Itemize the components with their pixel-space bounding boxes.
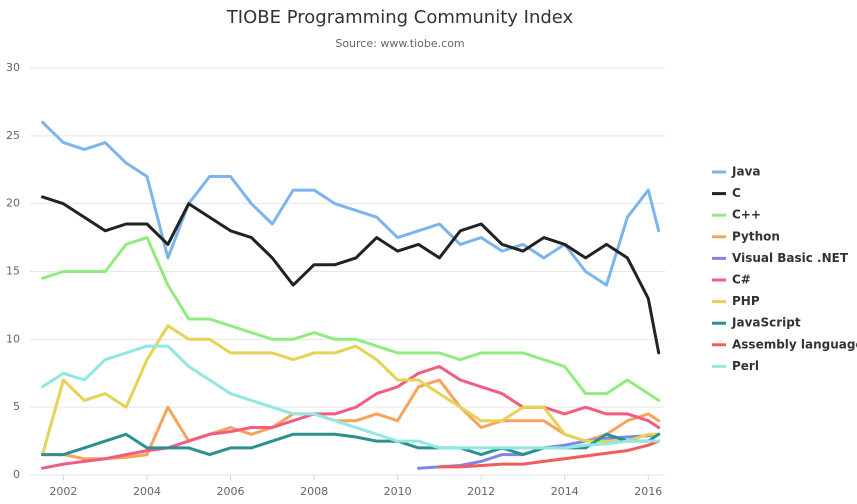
x-tick-label: 2016 (634, 485, 662, 498)
series-line (41, 324, 661, 457)
legend-label: Java (731, 165, 760, 179)
series-line (41, 365, 661, 470)
y-tick-label: 30 (6, 61, 20, 74)
y-tick-label: 20 (6, 197, 20, 210)
x-tick-label: 2012 (467, 485, 495, 498)
y-tick-label: 0 (13, 468, 20, 481)
chart-subtitle: Source: www.tiobe.com (335, 37, 464, 50)
legend-label: JavaScript (731, 316, 801, 330)
legend-label: C++ (732, 208, 761, 222)
legend-label: Visual Basic .NET (732, 251, 849, 265)
x-tick-label: 2004 (133, 485, 161, 498)
x-tick-label: 2014 (551, 485, 579, 498)
series-line (41, 195, 661, 355)
series-line (41, 344, 661, 450)
x-tick-label: 2010 (384, 485, 412, 498)
chart-title: TIOBE Programming Community Index (226, 7, 574, 28)
legend-label: C (732, 186, 741, 200)
legend-label: Assembly language (732, 337, 857, 351)
series-line (437, 439, 661, 469)
y-tick-label: 5 (13, 400, 20, 413)
legend-label: Perl (732, 359, 759, 373)
y-tick-label: 15 (6, 265, 20, 278)
x-tick-label: 2006 (217, 485, 245, 498)
legend-label: Python (732, 229, 780, 243)
x-tick-label: 2002 (49, 485, 77, 498)
x-tick-label: 2008 (300, 485, 328, 498)
series-line (41, 236, 661, 402)
legend-label: C# (732, 273, 751, 287)
y-tick-label: 10 (6, 332, 20, 345)
legend-label: PHP (732, 294, 760, 308)
y-tick-label: 25 (6, 129, 20, 142)
